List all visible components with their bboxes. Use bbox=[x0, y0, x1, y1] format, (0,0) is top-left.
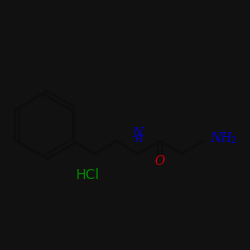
Text: 2: 2 bbox=[230, 136, 236, 145]
Text: NH: NH bbox=[210, 132, 233, 145]
Text: H: H bbox=[134, 136, 142, 144]
Text: N: N bbox=[132, 127, 143, 140]
Text: O: O bbox=[154, 155, 165, 168]
Text: HCl: HCl bbox=[76, 168, 100, 182]
